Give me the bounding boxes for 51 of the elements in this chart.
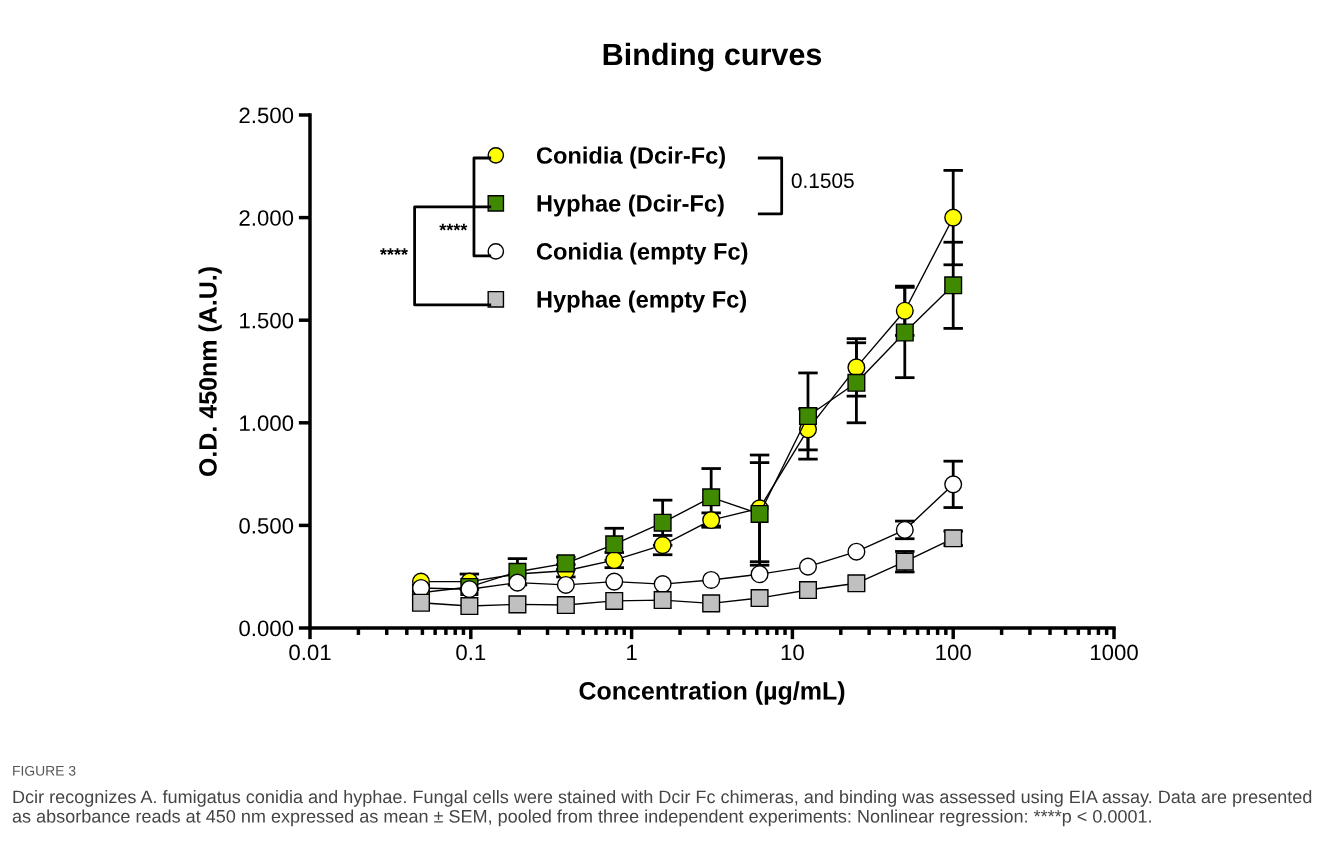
x-tick-label: 0.1 — [456, 644, 486, 661]
point — [508, 573, 527, 592]
x-tick-label: 1000 — [1090, 644, 1138, 661]
legend-label: Hyphae (Dcir-Fc) — [537, 194, 724, 217]
caption: FIGURE 3 — [13, 765, 76, 776]
chart-title: Binding curves — [603, 42, 822, 72]
point — [798, 557, 818, 576]
y-tick-label: 0.500 — [239, 517, 294, 534]
y-tick-label: 2.000 — [239, 210, 294, 226]
x-tick-label: 1 — [627, 644, 637, 661]
point — [750, 504, 769, 523]
point — [605, 535, 624, 554]
point — [847, 542, 866, 561]
point — [702, 594, 721, 613]
point — [750, 589, 769, 608]
y-tick-label: 0.000 — [239, 620, 294, 637]
annotation: **** — [439, 223, 468, 231]
annotation: 0.1505 — [791, 173, 854, 189]
legend-label: Conidia (empty Fc) — [536, 242, 748, 265]
legend-label: Hyphae (empty Fc) — [537, 290, 747, 313]
point — [460, 597, 479, 616]
y-axis-title: O.D. 450nm (A.U.) — [198, 267, 222, 477]
point — [556, 595, 575, 615]
y-tick-label: 1.000 — [240, 415, 294, 432]
point — [556, 575, 575, 594]
point — [944, 475, 963, 494]
y-tick-label: 2.500 — [239, 107, 294, 124]
point — [605, 572, 624, 591]
point — [944, 208, 963, 227]
point — [653, 513, 672, 532]
point — [653, 591, 672, 610]
x-tick-label: 100 — [936, 644, 971, 661]
point — [798, 406, 818, 426]
x-tick-label: 10 — [781, 644, 804, 661]
point — [702, 488, 721, 507]
legend-label: Conidia (Dcir-Fc) — [536, 146, 725, 169]
point — [605, 591, 624, 610]
y-tick-label: 1.500 — [240, 312, 294, 329]
point — [895, 323, 914, 342]
point — [798, 581, 818, 600]
point — [944, 276, 963, 295]
point — [411, 593, 431, 612]
x-axis-title: Concentration (µg/mL) — [579, 681, 845, 705]
point — [702, 570, 721, 590]
x-tick-label: 0.01 — [289, 644, 331, 661]
annotation: **** — [379, 248, 408, 255]
point — [895, 301, 914, 320]
point — [847, 373, 866, 392]
point — [847, 574, 866, 593]
text: Dcir recognizes A. fumigatus conidia and hyphae. Fungal cells were stained with Dcir Fc chimeras, and binding was assessed using EIA assay. Data are presented as absorbance reads at 450 nm expressed as mean ± SEM, pooled from three independent experiments: Nonlinear regression: ****p < 0.0001. — [12, 790, 1312, 827]
point — [508, 595, 527, 614]
